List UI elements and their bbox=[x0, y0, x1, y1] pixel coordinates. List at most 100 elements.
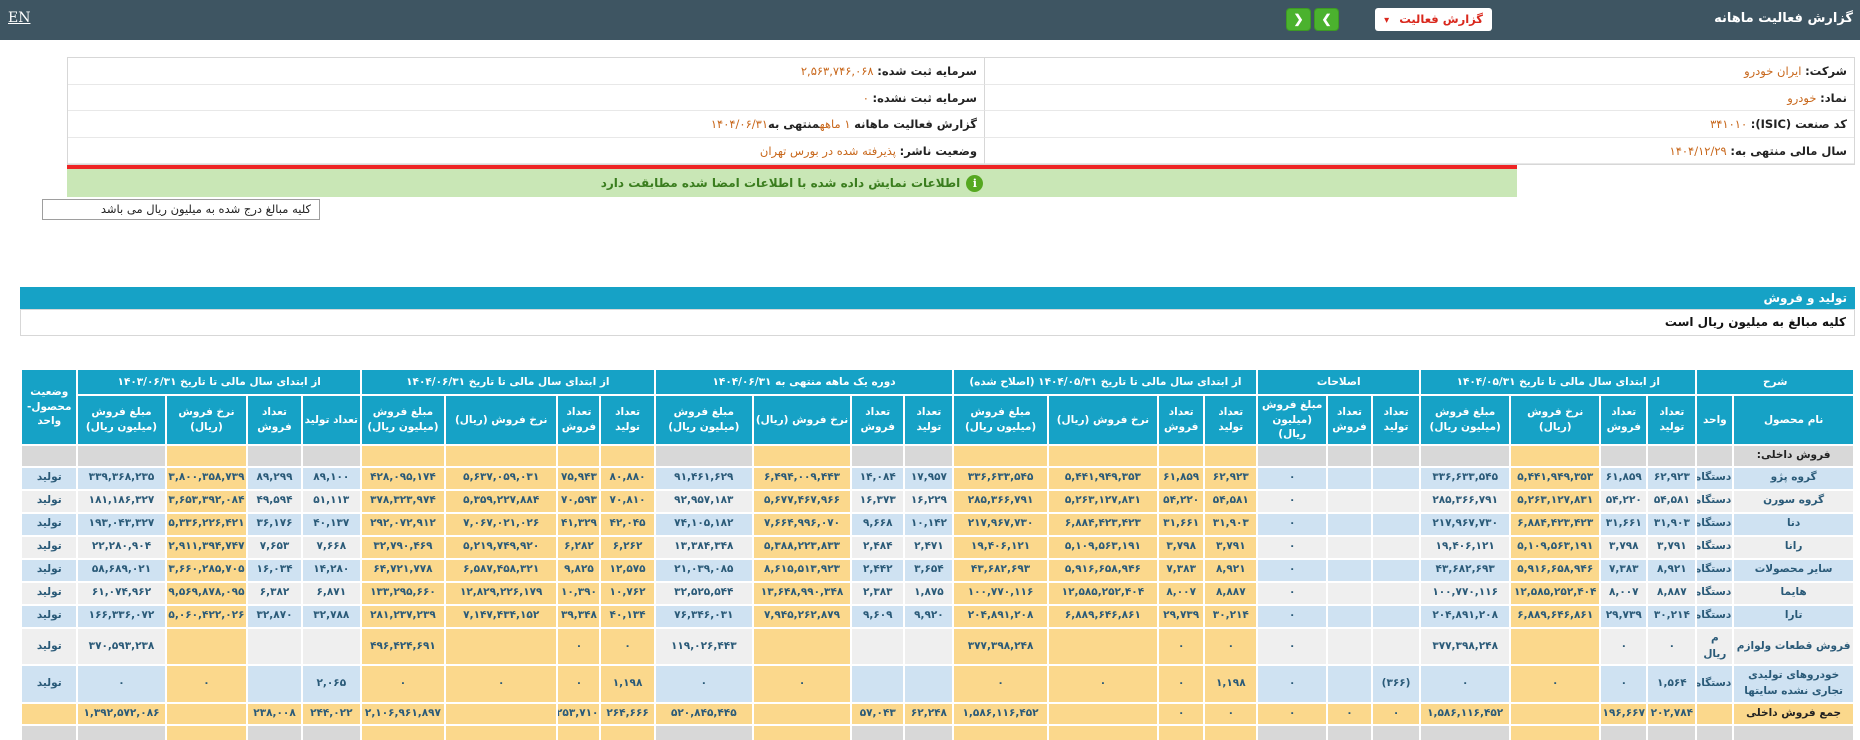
next-report-button[interactable]: ❯ bbox=[1314, 8, 1339, 31]
value-cell: ۲۰۲,۷۸۴ bbox=[1646, 701, 1698, 726]
value-cell: ۳۳۹,۳۶۸,۲۳۵ bbox=[76, 465, 167, 491]
value-cell: ۰ bbox=[1256, 626, 1328, 667]
value-cell bbox=[1325, 580, 1374, 606]
value-cell: ۲۰۴,۸۹۱,۲۰۸ bbox=[952, 603, 1049, 629]
production-sales-table: شرح از ابتدای سال مالی تا تاریخ ۱۴۰۴/۰۵/۳… bbox=[19, 367, 1855, 740]
header-group-desc: شرح bbox=[1695, 368, 1855, 396]
value-cell: ۹,۸۲۵ bbox=[556, 557, 602, 583]
value-cell: ۵,۱۰۹,۵۶۳,۱۹۱ bbox=[1046, 534, 1160, 560]
value-cell: ۱۳,۶۴۸,۹۹۰,۳۴۸ bbox=[751, 580, 853, 606]
header-sub-1: تعداد فروش bbox=[1325, 393, 1374, 447]
value-cell: ۷,۶۶۴,۹۹۶,۰۷۰ bbox=[751, 511, 853, 537]
header-sub-3: تعداد فروش bbox=[850, 393, 906, 447]
value-cell: ۱۳۳,۲۹۵,۶۶۰ bbox=[359, 580, 446, 606]
header-sub-5: تعداد فروش bbox=[246, 393, 303, 447]
value-cell: ۱۳,۳۸۴,۳۴۸ bbox=[653, 534, 754, 560]
value-cell: ۰ bbox=[1203, 701, 1259, 726]
value-cell bbox=[1325, 465, 1374, 491]
value-cell bbox=[1325, 488, 1374, 514]
page-title: گزارش فعالیت ماهانه bbox=[1714, 11, 1853, 26]
value-cell: ۵,۳۵۹,۲۲۷,۸۸۴ bbox=[443, 488, 559, 514]
value-cell bbox=[1371, 626, 1422, 667]
registered-capital-row: سرمایه ثبت شده: ۲,۵۶۳,۷۴۶,۰۶۸ bbox=[68, 58, 984, 85]
value-cell: ۹,۹۲۰ bbox=[903, 603, 955, 629]
value-cell: ۰ bbox=[1256, 603, 1328, 629]
value-cell bbox=[1325, 723, 1374, 740]
value-cell: ۰ bbox=[599, 626, 656, 667]
value-cell: ۲,۰۶۵ bbox=[300, 664, 362, 704]
product-name-cell: هایما bbox=[1732, 580, 1855, 606]
fiscal-year-row: سال مالی منتهی به: ۱۴۰۴/۱۲/۲۹ bbox=[984, 137, 1854, 164]
unit-cell bbox=[1695, 701, 1735, 726]
value-cell bbox=[751, 444, 853, 468]
report-type-dropdown[interactable]: گزارش فعالیت ▾ bbox=[1375, 8, 1492, 31]
value-cell: ۵,۲۱۹,۷۴۹,۹۲۰ bbox=[443, 534, 559, 560]
header-sub-desc: نام محصول bbox=[1732, 393, 1855, 447]
value-cell: ۰ bbox=[556, 664, 602, 704]
value-cell bbox=[1256, 444, 1328, 468]
value-cell bbox=[246, 626, 303, 667]
value-cell: ۶,۸۸۹,۶۴۶,۸۶۱ bbox=[1509, 603, 1602, 629]
value-cell: ۳۲,۸۷۰ bbox=[246, 603, 303, 629]
value-cell: ۱۹,۴۰۶,۱۲۱ bbox=[952, 534, 1049, 560]
value-cell bbox=[1646, 723, 1698, 740]
value-cell: ۵۸,۶۸۹,۰۲۱ bbox=[76, 557, 167, 583]
product-name-cell: فروش داخلی: bbox=[1732, 444, 1855, 468]
production-sales-table-wrap: شرح از ابتدای سال مالی تا تاریخ ۱۴۰۴/۰۵/۳… bbox=[19, 367, 1855, 740]
value-cell: ۳,۶۵۳,۳۹۲,۰۸۴ bbox=[164, 488, 249, 514]
table-row: فروش داخلی: bbox=[19, 444, 1855, 468]
value-cell: ۶۲,۹۲۳ bbox=[1203, 465, 1259, 491]
value-cell: ۸,۰۰۷ bbox=[1599, 580, 1649, 606]
header-sub-4: مبلغ فروش (میلیون ریال) bbox=[359, 393, 446, 447]
value-cell bbox=[1599, 444, 1649, 468]
value-cell: ۱۰۰,۷۷۰,۱۱۶ bbox=[952, 580, 1049, 606]
value-cell bbox=[246, 664, 303, 704]
value-cell: ۳۷۸,۳۲۳,۹۷۴ bbox=[359, 488, 446, 514]
value-cell bbox=[599, 444, 656, 468]
value-cell bbox=[653, 723, 754, 740]
value-cell: ۴۲۸,۰۹۵,۱۷۴ bbox=[359, 465, 446, 491]
value-cell: ۴۰,۱۳۴ bbox=[599, 603, 656, 629]
table-head: شرح از ابتدای سال مالی تا تاریخ ۱۴۰۴/۰۵/۳… bbox=[19, 367, 1855, 447]
info-icon: i bbox=[966, 174, 984, 192]
status-cell: تولید bbox=[19, 626, 79, 667]
previous-report-button[interactable]: ❮ bbox=[1286, 8, 1311, 31]
value-cell: ۸۰,۸۸۰ bbox=[599, 465, 656, 491]
value-cell: ۱,۱۹۸ bbox=[1203, 664, 1259, 704]
value-cell: ۳,۷۹۱ bbox=[1203, 534, 1259, 560]
table-row: گروه سورن دستگاه ۵۴,۵۸۱ ۵۴,۲۲۰ ۵,۲۶۳,۱۲۷,۸۳۱… bbox=[19, 488, 1855, 514]
value-cell: ۵,۶۳۷,۰۵۹,۰۳۱ bbox=[443, 465, 559, 491]
value-cell bbox=[1419, 444, 1512, 468]
product-name-cell: گروه پژو bbox=[1732, 465, 1855, 491]
value-cell bbox=[952, 444, 1049, 468]
isic-label: کد صنعت (ISIC): bbox=[1750, 117, 1847, 131]
unit-cell: دستگاه bbox=[1695, 465, 1735, 491]
value-cell: ۵,۳۸۸,۲۲۳,۸۳۳ bbox=[751, 534, 853, 560]
language-link[interactable]: EN bbox=[8, 10, 31, 26]
red-divider bbox=[67, 165, 1517, 169]
value-cell bbox=[300, 444, 362, 468]
value-cell: ۱۰,۳۹۰ bbox=[556, 580, 602, 606]
value-cell bbox=[1371, 723, 1422, 740]
header-sub-2: نرخ فروش (ریال) bbox=[1046, 393, 1160, 447]
header-group-1: اصلاحات bbox=[1256, 368, 1422, 396]
table-row: تارا دستگاه ۳۰,۲۱۴ ۲۹,۷۳۹ ۶,۸۸۹,۶۴۶,۸۶۱ ۲۰۴,۸… bbox=[19, 603, 1855, 629]
status-cell: تولید bbox=[19, 580, 79, 606]
value-cell: ۵۴,۲۲۰ bbox=[1599, 488, 1649, 514]
product-name-cell: دنا bbox=[1732, 511, 1855, 537]
value-cell bbox=[164, 444, 249, 468]
value-cell: ۶,۵۸۷,۴۵۸,۳۲۱ bbox=[443, 557, 559, 583]
value-cell: ۱۶,۲۲۹ bbox=[903, 488, 955, 514]
value-cell: ۰ bbox=[1256, 488, 1328, 514]
value-cell: ۱۰,۱۴۲ bbox=[903, 511, 955, 537]
header-sub-1: تعداد تولید bbox=[1371, 393, 1422, 447]
value-cell: ۴۹۶,۴۲۴,۶۹۱ bbox=[359, 626, 446, 667]
table-row: رانا دستگاه ۳,۷۹۱ ۳,۷۹۸ ۵,۱۰۹,۵۶۳,۱۹۱ ۱۹,۴۰۶,… bbox=[19, 534, 1855, 560]
header-sub-2: تعداد فروش bbox=[1157, 393, 1206, 447]
value-cell: ۰ bbox=[1256, 580, 1328, 606]
fiscal-year-label: سال مالی منتهی به: bbox=[1730, 143, 1847, 158]
value-cell: ۹۱,۴۶۱,۶۲۹ bbox=[653, 465, 754, 491]
status-cell: تولید bbox=[19, 534, 79, 560]
value-cell: ۲۰۴,۸۹۱,۲۰۸ bbox=[1419, 603, 1512, 629]
product-name-cell: تارا bbox=[1732, 603, 1855, 629]
